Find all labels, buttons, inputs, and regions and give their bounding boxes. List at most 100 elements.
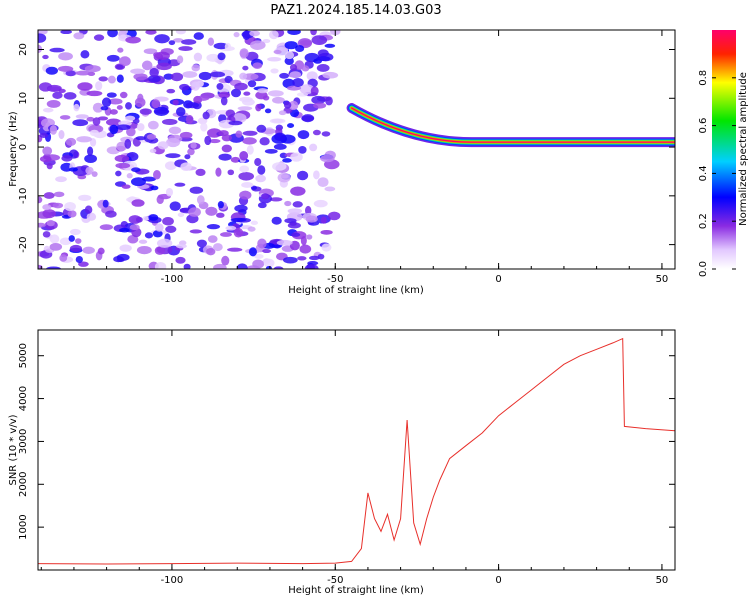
spectrogram-noise-blob — [55, 176, 67, 183]
spectrogram-noise-blob — [59, 254, 68, 262]
spectrogram-noise-blob — [165, 187, 174, 197]
spectrogram-noise-blob — [225, 109, 236, 118]
spectrogram-noise-blob — [310, 86, 319, 96]
spectrogram-noise-blob — [165, 225, 177, 233]
spectrogram-noise-blob — [181, 39, 197, 45]
spectrogram-noise-blob — [320, 154, 335, 163]
spectrogram-noise-blob — [129, 224, 140, 231]
spectrogram-noise-blob — [105, 118, 122, 126]
spectrogram-noise-blob — [144, 232, 154, 239]
spectrogram-noise-blob — [179, 207, 189, 213]
spectrogram-noise-blob — [299, 84, 315, 95]
spectrogram-noise-blob — [121, 184, 131, 189]
spectrogram-noise-blob — [257, 165, 266, 175]
snr-ticks: -100 -50 0 50 1000 2000 3000 4000 5000 — [18, 330, 675, 586]
spectrogram-noise-blob — [69, 244, 83, 253]
spectrogram-noise-blob — [168, 126, 182, 135]
spectrogram-noise-blob — [250, 185, 258, 190]
spectrogram-noise-blob — [255, 174, 267, 183]
spectrogram-noise-blob — [207, 235, 218, 243]
spectrogram-noise-blob — [322, 71, 339, 79]
spectrogram-noise-blob — [213, 263, 227, 269]
spectrogram-noise-blob — [61, 154, 73, 162]
spectrogram-noise-blob — [204, 135, 212, 146]
spectrogram-noise-blob — [175, 244, 187, 249]
spectrogram-noise-blob — [154, 34, 170, 44]
spectrogram-x-tick-label: 50 — [656, 274, 669, 285]
spectrogram-noise-blob — [309, 143, 318, 152]
chart-title: PAZ1.2024.185.14.03.G03 — [270, 3, 441, 18]
spectrogram-noise-blob — [149, 148, 157, 154]
spectrogram-noise-blob — [261, 193, 270, 200]
spectrogram-noise-blob — [311, 95, 326, 105]
spectrogram-noise-blob — [321, 131, 331, 137]
spectrogram-noise-blob — [193, 32, 204, 40]
snr-x-tick-label: -100 — [161, 575, 184, 586]
colorbar-tick-label: 0.4 — [698, 165, 709, 181]
spectrogram-noise-blob — [146, 134, 157, 140]
snr-frame — [37, 329, 676, 571]
colorbar-tick-label: 0.0 — [698, 261, 709, 277]
spectrogram-noise-blob — [257, 202, 267, 209]
spectrogram-noise-blob — [233, 31, 240, 38]
spectrogram-signal-band — [351, 107, 675, 143]
spectrogram-noise-blob — [92, 102, 104, 113]
spectrogram-noise-blob — [190, 142, 197, 149]
spectrogram-noise-blob — [287, 208, 303, 214]
spectrogram-noise-blob — [143, 48, 158, 55]
spectrogram-noise-blob — [298, 146, 307, 154]
spectrogram-noise-blob — [73, 32, 85, 40]
spectrogram-noise-blob — [63, 92, 77, 100]
spectrogram-noise-blob — [49, 47, 65, 53]
spectrogram-y-label: Frequency (Hz) — [8, 111, 19, 187]
spectrogram-noise-blob — [242, 130, 258, 136]
spectrogram-noise-blob — [220, 232, 232, 237]
spectrogram-noise-blob — [218, 130, 229, 137]
spectrogram-noise-blob — [152, 230, 163, 238]
spectrogram-noise-blob — [115, 162, 131, 169]
snr-y-tick-label: 5000 — [18, 343, 29, 368]
spectrogram-noise-blob — [45, 66, 58, 75]
spectrogram-noise-blob — [288, 100, 299, 111]
spectrogram-noise-blob — [128, 215, 142, 224]
spectrogram-noise-blob — [287, 222, 301, 229]
spectrogram-noise-blob — [75, 256, 83, 264]
spectrogram-noise-blob — [64, 201, 76, 212]
spectrogram-noise-blob — [268, 30, 279, 40]
spectrogram-noise-blob — [99, 224, 114, 231]
spectrogram-noise-blob — [142, 215, 150, 221]
spectrogram-noise-blob — [230, 156, 241, 163]
spectrogram-noise-blob — [105, 210, 117, 218]
spectrogram-noise-blob — [177, 212, 185, 218]
spectrogram-noise-blob — [42, 204, 52, 211]
spectrogram-noise-blob — [76, 136, 93, 143]
spectrogram-noise-blob — [311, 35, 328, 45]
spectrogram-noise-blob — [156, 62, 172, 71]
spectrogram-noise-blob — [216, 212, 225, 218]
spectrogram-noise-blob — [273, 49, 282, 54]
spectrogram-noise-blob — [250, 220, 259, 226]
spectrogram-noise-blob — [193, 52, 203, 62]
spectrogram-noise-blob — [69, 228, 81, 236]
spectrogram-noise-blob — [320, 216, 327, 224]
spectrogram-noise-blob — [257, 88, 269, 94]
snr-y-tick-label: 3000 — [18, 429, 29, 454]
spectrogram-noise-blob — [52, 202, 64, 209]
spectrogram-noise-blob — [224, 42, 232, 51]
spectrogram-noise-blob — [273, 266, 284, 269]
spectrogram-noise-blob — [313, 199, 328, 208]
spectrogram-noise-blob — [46, 84, 62, 93]
spectrogram-noise-blob — [262, 248, 272, 254]
spectrogram-noise-blob — [138, 239, 148, 244]
spectrogram-noise-blob — [126, 127, 136, 137]
spectrogram-noise-blob — [284, 218, 297, 224]
spectrogram-noise-blob — [86, 90, 103, 97]
spectrogram-noise-blob — [290, 186, 306, 196]
spectrogram-noise-blob — [180, 162, 192, 172]
spectrogram-noise-blob — [92, 117, 101, 126]
spectrogram-noise-blob — [87, 146, 94, 156]
spectrogram-noise-blob — [243, 91, 251, 96]
spectrogram-noise-blob — [43, 192, 55, 199]
spectrogram-noise-blob — [271, 118, 284, 123]
